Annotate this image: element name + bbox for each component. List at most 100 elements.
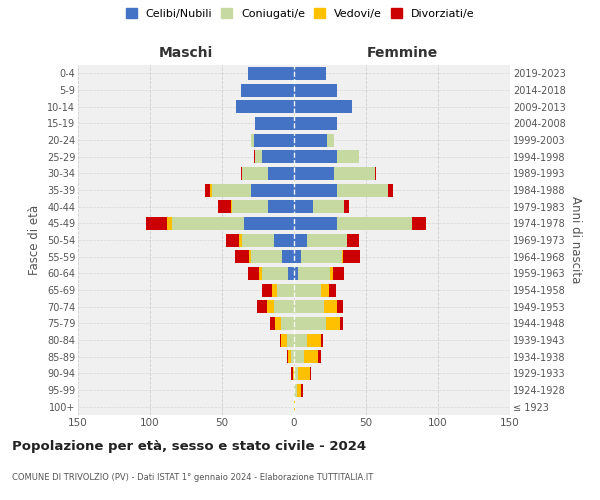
Legend: Celibi/Nubili, Coniugati/e, Vedovi/e, Divorziati/e: Celibi/Nubili, Coniugati/e, Vedovi/e, Di… bbox=[125, 8, 475, 19]
Bar bbox=[262, 267, 288, 280]
Bar bbox=[294, 350, 304, 363]
Y-axis label: Fasce di età: Fasce di età bbox=[28, 205, 41, 275]
Bar bbox=[275, 317, 281, 330]
Bar bbox=[294, 317, 326, 330]
Bar bbox=[280, 334, 281, 346]
Bar bbox=[251, 250, 283, 263]
Bar bbox=[341, 250, 343, 263]
Bar bbox=[347, 234, 359, 246]
Bar bbox=[326, 317, 340, 330]
Bar bbox=[255, 150, 262, 163]
Bar bbox=[269, 317, 275, 330]
Bar bbox=[283, 250, 294, 263]
Bar bbox=[255, 117, 294, 130]
Bar bbox=[344, 200, 349, 213]
Bar bbox=[218, 200, 230, 213]
Bar bbox=[294, 384, 297, 396]
Bar bbox=[298, 267, 330, 280]
Bar bbox=[268, 167, 294, 180]
Bar bbox=[266, 300, 274, 313]
Bar bbox=[248, 67, 294, 80]
Bar bbox=[268, 200, 294, 213]
Bar bbox=[298, 367, 310, 380]
Bar bbox=[340, 317, 343, 330]
Bar bbox=[294, 134, 327, 146]
Bar bbox=[307, 234, 347, 246]
Bar bbox=[291, 367, 293, 380]
Bar bbox=[294, 334, 307, 346]
Bar bbox=[330, 267, 333, 280]
Bar bbox=[322, 334, 323, 346]
Bar bbox=[244, 217, 294, 230]
Bar bbox=[277, 284, 294, 296]
Bar bbox=[301, 384, 302, 396]
Bar bbox=[304, 350, 319, 363]
Bar bbox=[324, 300, 337, 313]
Bar bbox=[294, 117, 337, 130]
Bar bbox=[287, 350, 288, 363]
Bar bbox=[294, 167, 334, 180]
Bar bbox=[251, 184, 294, 196]
Bar bbox=[322, 284, 329, 296]
Bar bbox=[319, 350, 322, 363]
Bar bbox=[297, 384, 301, 396]
Bar bbox=[294, 250, 301, 263]
Bar bbox=[294, 184, 337, 196]
Bar bbox=[248, 267, 259, 280]
Text: Maschi: Maschi bbox=[159, 46, 213, 60]
Bar bbox=[294, 400, 295, 413]
Bar bbox=[205, 184, 211, 196]
Bar bbox=[226, 234, 239, 246]
Bar bbox=[310, 367, 311, 380]
Bar bbox=[230, 200, 232, 213]
Bar bbox=[262, 284, 272, 296]
Bar bbox=[239, 234, 242, 246]
Bar bbox=[294, 217, 337, 230]
Bar bbox=[281, 334, 287, 346]
Bar bbox=[313, 200, 344, 213]
Bar bbox=[232, 200, 268, 213]
Bar bbox=[294, 367, 298, 380]
Bar bbox=[294, 100, 352, 113]
Bar bbox=[294, 150, 337, 163]
Bar bbox=[288, 350, 291, 363]
Bar bbox=[307, 334, 322, 346]
Bar bbox=[242, 234, 274, 246]
Bar bbox=[262, 150, 294, 163]
Bar bbox=[250, 250, 251, 263]
Bar bbox=[294, 84, 337, 96]
Bar bbox=[329, 284, 336, 296]
Bar bbox=[327, 134, 334, 146]
Bar bbox=[337, 300, 343, 313]
Bar bbox=[272, 284, 277, 296]
Bar bbox=[257, 300, 266, 313]
Text: COMUNE DI TRIVOLZIO (PV) - Dati ISTAT 1° gennaio 2024 - Elaborazione TUTTITALIA.: COMUNE DI TRIVOLZIO (PV) - Dati ISTAT 1°… bbox=[12, 473, 373, 482]
Bar bbox=[388, 184, 394, 196]
Bar bbox=[212, 184, 251, 196]
Bar bbox=[241, 84, 294, 96]
Bar bbox=[333, 267, 344, 280]
Bar bbox=[337, 217, 412, 230]
Bar bbox=[343, 250, 360, 263]
Bar bbox=[412, 217, 427, 230]
Bar bbox=[254, 150, 255, 163]
Bar bbox=[146, 217, 167, 230]
Bar bbox=[294, 300, 324, 313]
Bar bbox=[294, 234, 307, 246]
Bar bbox=[337, 184, 388, 196]
Bar bbox=[374, 167, 376, 180]
Text: Femmine: Femmine bbox=[367, 46, 437, 60]
Text: Popolazione per età, sesso e stato civile - 2024: Popolazione per età, sesso e stato civil… bbox=[12, 440, 366, 453]
Bar bbox=[334, 167, 374, 180]
Bar bbox=[294, 284, 322, 296]
Bar bbox=[301, 250, 341, 263]
Bar bbox=[167, 217, 172, 230]
Bar bbox=[259, 267, 262, 280]
Bar bbox=[337, 150, 359, 163]
Bar bbox=[235, 250, 250, 263]
Bar bbox=[211, 184, 212, 196]
Bar bbox=[251, 134, 254, 146]
Bar bbox=[288, 267, 294, 280]
Bar bbox=[294, 67, 326, 80]
Bar bbox=[294, 267, 298, 280]
